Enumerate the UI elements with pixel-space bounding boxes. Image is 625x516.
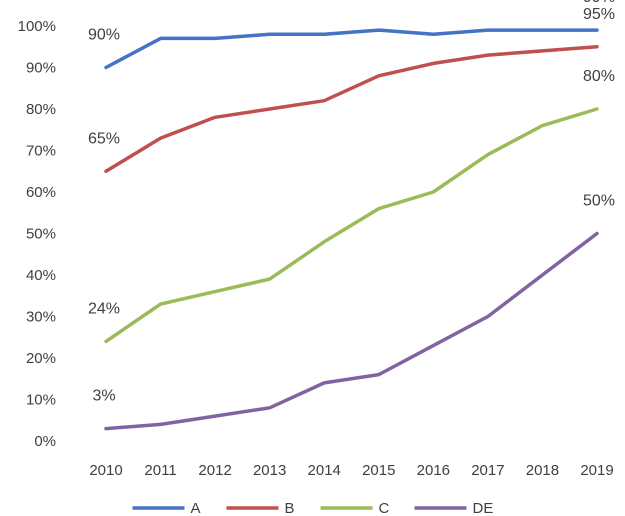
y-tick-label: 70% (26, 143, 56, 160)
data-label: 3% (92, 388, 115, 405)
x-tick-label: 2013 (253, 462, 286, 479)
y-axis: 0% 10% 20% 30% 40% 50% 60% 70% 80% 90% 100% (18, 18, 56, 450)
data-label: 95% (583, 6, 615, 23)
x-tick-label: 2019 (580, 462, 613, 479)
data-label: 65% (88, 130, 120, 147)
x-tick-label: 2014 (308, 462, 341, 479)
x-tick-label: 2018 (526, 462, 559, 479)
x-tick-label: 2011 (144, 462, 176, 479)
x-tick-label: 2015 (362, 462, 395, 479)
legend-item-c: C (320, 500, 390, 516)
y-tick-label: 0% (34, 433, 56, 450)
data-label: 80% (583, 68, 615, 85)
legend-label: DE (473, 500, 494, 516)
legend: A B C DE (132, 500, 494, 516)
series-line-a (104, 28, 599, 70)
legend-item-de: DE (414, 500, 494, 516)
legend-label: A (191, 500, 201, 516)
data-labels: 90% 99% 65% 95% 24% 80% 3% 50% (88, 0, 615, 405)
legend-item-a: A (132, 500, 201, 516)
y-tick-label: 80% (26, 101, 56, 118)
x-tick-label: 2010 (89, 462, 122, 479)
series-line-b (104, 45, 599, 174)
legend-label: B (285, 500, 295, 516)
data-label: 99% (583, 0, 615, 6)
y-tick-label: 60% (26, 184, 56, 201)
data-label: 50% (583, 193, 615, 210)
x-tick-label: 2016 (417, 462, 450, 479)
series-lines (104, 28, 599, 431)
series-line-de (104, 231, 599, 431)
y-tick-label: 90% (26, 60, 56, 77)
y-tick-label: 100% (18, 18, 56, 35)
data-label: 90% (88, 27, 120, 44)
x-tick-label: 2017 (471, 462, 504, 479)
data-label: 24% (88, 300, 120, 317)
y-tick-label: 20% (26, 350, 56, 367)
y-tick-label: 10% (26, 392, 56, 409)
x-tick-label: 2012 (198, 462, 231, 479)
series-line-c (104, 107, 599, 344)
y-tick-label: 30% (26, 309, 56, 326)
y-tick-label: 40% (26, 267, 56, 284)
x-axis: 2010 2011 2012 2013 2014 2015 2016 2017 2018 2019 (89, 462, 613, 479)
legend-item-b: B (226, 500, 295, 516)
y-tick-label: 50% (26, 226, 56, 243)
legend-label: C (379, 500, 390, 516)
